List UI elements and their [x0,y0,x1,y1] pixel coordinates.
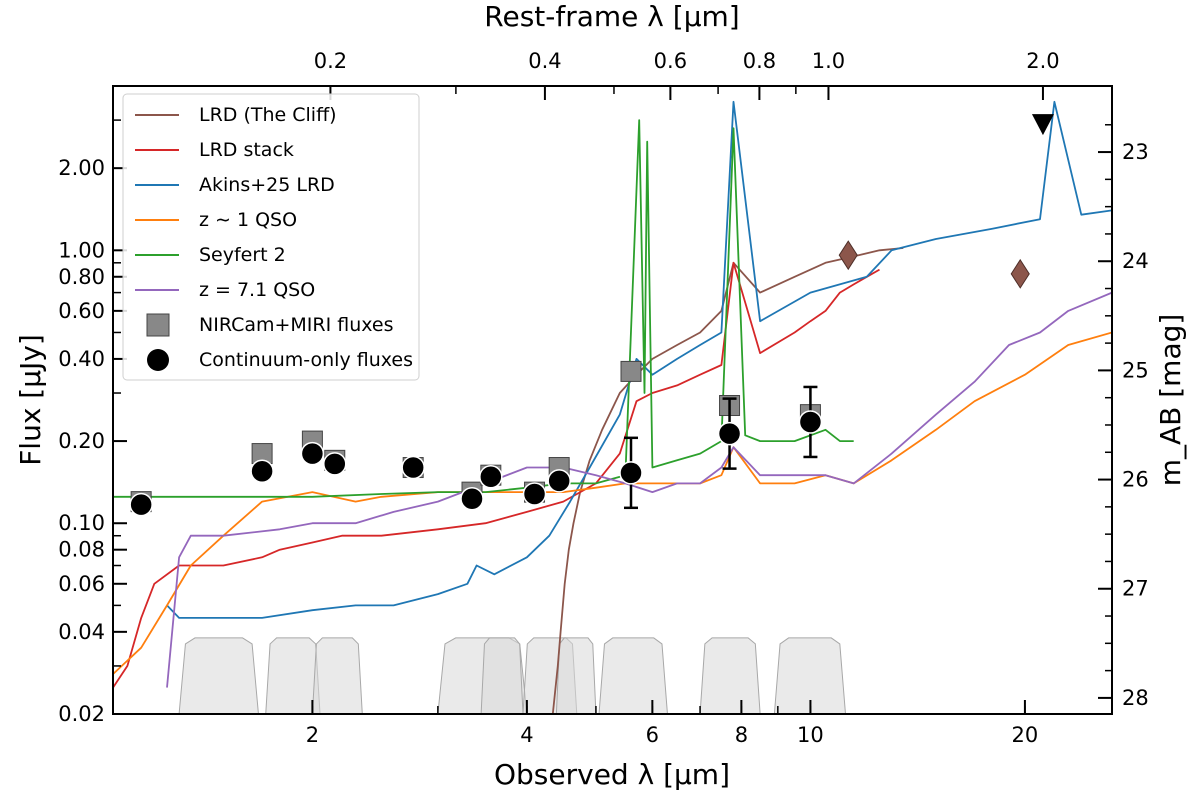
legend-label: Seyfert 2 [199,244,286,266]
y-axis-title: Flux [μJy] [14,334,47,466]
y-tick-label: 1.00 [58,238,105,262]
y-tick-label: 0.60 [58,299,105,323]
bottom-axis: 2 4 6 8 10 20 [306,700,1039,747]
filter-band-6 [555,637,597,714]
right-tick-label: 28 [1122,686,1149,710]
continuum-point [250,459,274,484]
legend-label: LRD stack [199,139,294,161]
y-tick-label: 0.20 [58,429,105,453]
top-tick-label: 1.0 [812,49,845,73]
filter-band-9 [773,637,846,714]
right-axis-title: m_AB [mag] [1154,314,1187,487]
legend-label: LRD (The Cliff) [199,104,337,126]
left-axis: 0.02 0.04 0.06 0.08 0.10 0.20 0.40 0.60 0.80 1.00… [58,119,127,726]
legend: LRD (The Cliff) LRD stack Akins+25 LRD z ∼ … [122,93,420,381]
plot-frame [112,85,1113,715]
continuum-point [323,452,347,476]
diamond-marker [1010,258,1030,289]
continuum-point [619,461,643,485]
legend-box [122,93,420,381]
x-tick-label: 8 [735,723,748,747]
legend-swatch [147,349,169,371]
top-axis-title: Rest-frame λ [μm] [484,0,739,33]
top-tick-label: 0.4 [528,49,561,73]
right-tick-label: 24 [1122,249,1149,273]
legend-label: Continuum-only fluxes [199,349,413,371]
x-axis-title: Observed λ [μm] [494,758,730,791]
continuum-point [547,469,571,493]
x-tick-label: 10 [797,723,824,747]
top-axis: 0.2 0.4 0.6 0.8 1.0 2.0 [314,49,1060,100]
continuum-point [479,465,503,489]
right-tick-label: 26 [1122,468,1149,492]
y-tick-label: 0.80 [58,265,105,289]
series-line-3 [113,331,1112,675]
top-tick-label: 2.0 [1026,49,1059,73]
nircam-miri-point [620,360,642,382]
continuum-point [300,441,325,466]
top-tick-label: 0.2 [314,49,347,73]
filter-band-4 [480,637,524,714]
x-tick-label: 20 [1012,723,1039,747]
y-tick-label: 0.40 [58,347,105,371]
continuum-point [717,421,742,446]
series-line-5 [166,291,1112,688]
y-tick-label: 0.10 [58,511,105,535]
markers [129,114,1054,517]
top-tick-label: 0.8 [743,49,776,73]
continuum-point [460,486,484,511]
legend-label: Akins+25 LRD [199,174,335,196]
continuum-point [798,410,823,434]
upper-limit-marker [1031,114,1054,136]
right-axis: 23 24 25 26 27 28 [1098,124,1149,710]
legend-label: z ∼ 1 QSO [199,209,297,231]
series-line-4 [113,119,854,498]
y-tick-label: 0.08 [58,538,105,562]
x-tick-label: 6 [646,723,659,747]
filter-band-8 [699,637,761,714]
continuum-point [401,455,425,480]
legend-label: NIRCam+MIRI fluxes [199,314,394,336]
x-tick-label: 4 [520,723,533,747]
y-tick-label: 0.06 [58,572,105,596]
x-tick-label: 2 [306,723,319,747]
y-tick-label: 0.02 [58,702,105,726]
series-lines [113,100,1112,714]
filter-bands [178,637,846,714]
filter-band-1 [265,637,321,714]
diamond-marker [838,240,858,271]
right-tick-label: 25 [1122,358,1149,382]
right-tick-label: 23 [1122,140,1149,164]
filter-band-2 [311,637,363,714]
legend-swatch [146,313,170,337]
filter-band-0 [178,637,259,714]
filter-band-7 [598,637,668,714]
right-tick-label: 27 [1122,577,1149,601]
continuum-point [129,492,153,517]
top-tick-label: 0.6 [654,49,687,73]
y-tick-label: 0.04 [58,620,105,644]
y-tick-label: 2.00 [58,156,105,180]
legend-label: z = 7.1 QSO [199,279,315,301]
continuum-point [522,482,547,506]
